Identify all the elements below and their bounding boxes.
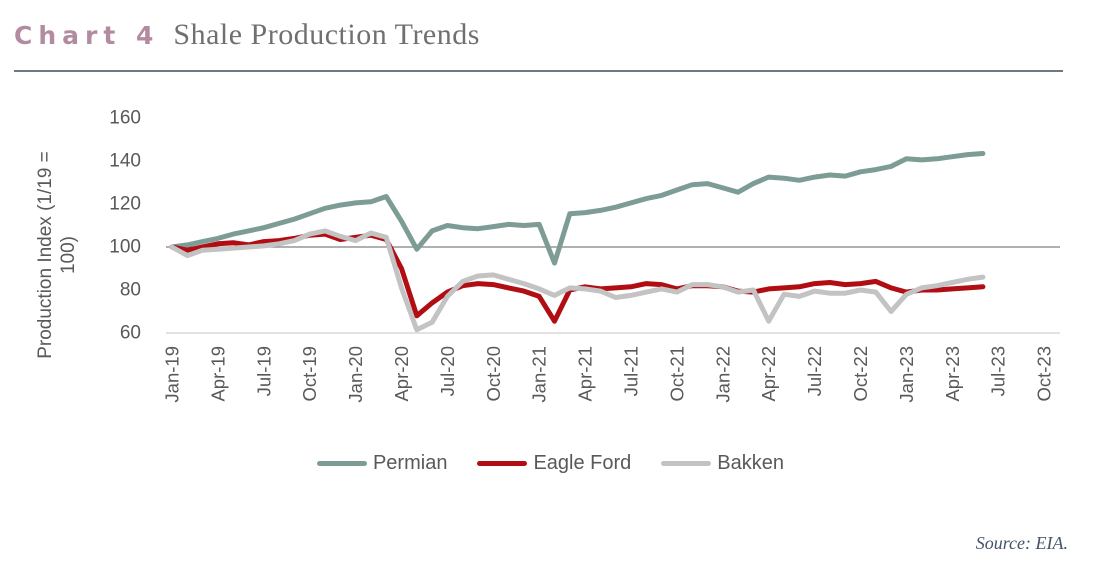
y-tick-label: 140 xyxy=(109,151,141,172)
series-line-permian xyxy=(169,151,986,266)
x-tick-label: Jul-20 xyxy=(437,346,458,396)
x-tick-label: Apr-20 xyxy=(391,346,412,402)
y-tick-label: 120 xyxy=(109,194,141,215)
header-rule xyxy=(14,70,1063,72)
legend-item-eagle-ford: Eagle Ford xyxy=(477,452,631,475)
x-tick-label: Oct-21 xyxy=(666,346,687,402)
x-tick-label: Jan-20 xyxy=(345,346,366,403)
x-tick-label: Jan-23 xyxy=(896,346,917,403)
y-tick-label: 100 xyxy=(109,237,141,258)
legend-swatch-bakken xyxy=(661,460,712,467)
legend-item-permian: Permian xyxy=(316,452,448,475)
chart-legend: Permian Eagle Ford Bakken xyxy=(0,452,1101,475)
chart-title: Shale Production Trends xyxy=(173,18,480,51)
legend-label-eagle-ford: Eagle Ford xyxy=(533,452,632,474)
series-line-bakken xyxy=(169,228,986,333)
y-tick-label: 80 xyxy=(120,280,141,301)
header: Chart 4 Shale Production Trends xyxy=(14,18,480,52)
chart-number-label: Chart 4 xyxy=(14,21,160,50)
x-tick-label: Apr-23 xyxy=(942,346,963,402)
x-tick-label: Oct-20 xyxy=(483,346,504,402)
x-tick-label: Oct-22 xyxy=(850,346,871,402)
legend-item-bakken: Bakken xyxy=(661,452,784,475)
x-tick-label: Jul-19 xyxy=(253,346,274,396)
y-tick-label: 160 xyxy=(109,108,141,129)
x-tick-label: Oct-23 xyxy=(1034,346,1055,402)
x-tick-label: Apr-19 xyxy=(207,346,228,402)
x-tick-label: Apr-22 xyxy=(758,346,779,402)
x-tick-label: Jan-19 xyxy=(162,346,183,403)
x-tick-label: Jul-23 xyxy=(988,346,1009,396)
x-tick-label: Oct-19 xyxy=(299,346,320,402)
legend-label-bakken: Bakken xyxy=(717,452,785,474)
x-tick-label: Jan-22 xyxy=(712,346,733,403)
legend-label-permian: Permian xyxy=(372,452,448,474)
x-tick-label: Jan-21 xyxy=(529,346,550,403)
x-tick-label: Apr-21 xyxy=(575,346,596,402)
source-note: Source: EIA. xyxy=(975,533,1068,553)
x-tick-label: Jul-22 xyxy=(804,346,825,396)
x-tick-label: Jul-21 xyxy=(621,346,642,396)
y-tick-label: 60 xyxy=(120,323,141,344)
legend-swatch-permian xyxy=(316,460,367,467)
legend-swatch-eagle-ford xyxy=(477,460,528,467)
